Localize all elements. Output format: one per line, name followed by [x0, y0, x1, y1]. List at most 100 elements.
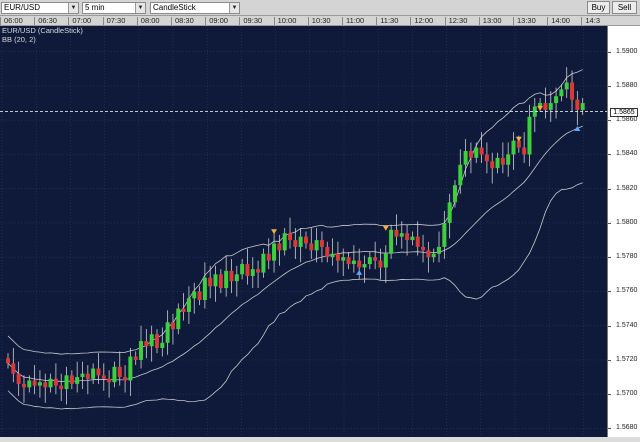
candle-body — [101, 375, 106, 379]
buy-button[interactable]: Buy — [587, 1, 610, 14]
candle-body — [224, 270, 229, 289]
candle-body — [176, 308, 181, 330]
price-tick — [608, 257, 611, 259]
price-label: 1.5720 — [616, 355, 638, 363]
candle-body — [319, 240, 324, 247]
price-tick — [608, 154, 611, 156]
candle-body — [80, 373, 85, 378]
candle-body — [133, 356, 138, 360]
time-label: 06:00 — [4, 16, 23, 25]
candle-body — [431, 253, 436, 258]
sell-button[interactable]: Sell — [612, 1, 637, 14]
candle-body — [208, 277, 213, 287]
symbol-select[interactable]: EUR/USD ▼ — [1, 2, 79, 14]
price-axis: 1.5865 1.5900 1.5880 1.5860 1.5840 1.5820 1.5… — [607, 26, 640, 437]
sell-marker-icon[interactable] — [382, 225, 389, 231]
chart-type-value: CandleStick — [153, 3, 196, 12]
price-tick — [608, 291, 611, 293]
chevron-down-icon[interactable]: ▼ — [229, 3, 239, 13]
candle-body — [186, 298, 191, 312]
sell-marker-icon[interactable] — [515, 136, 522, 142]
candle-body — [149, 334, 154, 347]
candle-body — [538, 103, 543, 107]
time-label: 10:00 — [277, 16, 297, 25]
candle-body — [69, 375, 74, 384]
time-label: 08:30 — [175, 16, 194, 25]
price-label: 1.5680 — [616, 424, 638, 432]
candle-body — [367, 257, 372, 265]
candle-body — [261, 253, 266, 273]
candle-body — [16, 373, 21, 384]
candle-body — [373, 257, 378, 261]
candle-body — [570, 82, 575, 100]
time-label: 11:30 — [380, 16, 399, 25]
price-label: 1.5760 — [616, 287, 638, 295]
price-tick — [608, 51, 611, 53]
candle-body — [474, 147, 479, 158]
candle-body — [11, 363, 16, 374]
timeframe-select[interactable]: 5 min ▼ — [82, 2, 146, 14]
candle-body — [575, 99, 580, 110]
candle-body — [410, 236, 415, 241]
chart-type-select[interactable]: CandleStick ▼ — [150, 2, 240, 14]
candle-body — [250, 269, 255, 277]
candle-body — [351, 260, 356, 265]
time-axis: 06:00 06:30 07:00 07:30 08:00 08:30 09:00 09:30… — [0, 16, 640, 26]
chart-legend: EUR/USD (CandleStick) BB (20, 2) — [2, 26, 83, 44]
time-tick — [205, 17, 207, 25]
candle-body — [123, 377, 128, 381]
price-tick — [608, 188, 611, 190]
price-chart[interactable] — [0, 26, 607, 437]
time-tick — [0, 17, 1, 25]
time-label: 09:00 — [209, 16, 228, 25]
candle-body — [91, 368, 96, 379]
candle-body — [32, 380, 37, 386]
candle-body — [463, 151, 468, 165]
candle-body — [516, 140, 521, 148]
candle-body — [85, 373, 90, 379]
candle-body — [218, 274, 223, 289]
candle-body — [500, 157, 505, 165]
bb-upper — [7, 69, 583, 355]
price-label: 1.5780 — [616, 253, 638, 261]
candle-body — [495, 157, 500, 169]
candle-body — [139, 341, 144, 360]
buy-marker-icon[interactable] — [574, 126, 581, 132]
candle-body — [298, 236, 303, 247]
time-tick — [171, 17, 172, 25]
chevron-down-icon[interactable]: ▼ — [68, 3, 78, 13]
candle-body — [240, 264, 245, 275]
time-label: 12:30 — [448, 16, 468, 25]
candle-body — [43, 382, 48, 388]
candle-body — [37, 382, 42, 386]
sell-marker-icon[interactable] — [271, 229, 278, 235]
price-tick — [608, 428, 611, 430]
time-tick — [478, 17, 480, 25]
candle-body — [160, 342, 165, 348]
candlestick-chart — [0, 26, 607, 437]
candle-body — [357, 260, 362, 268]
candle-body — [309, 243, 314, 251]
price-label: 1.5860 — [616, 116, 638, 124]
candle-body — [170, 322, 175, 330]
time-tick — [444, 17, 446, 25]
candle-body — [229, 270, 234, 282]
time-label: 07:30 — [106, 16, 126, 25]
candle-body — [27, 380, 32, 388]
candle-body — [272, 243, 277, 261]
time-label: 12:00 — [414, 16, 434, 25]
candle-body — [346, 257, 351, 265]
sell-marker-icon[interactable] — [537, 105, 544, 111]
candle-body — [48, 378, 53, 388]
chevron-down-icon[interactable]: ▼ — [135, 3, 145, 13]
candle-body — [362, 264, 367, 268]
price-tick — [608, 394, 611, 396]
time-tick — [342, 17, 343, 25]
candle-body — [452, 185, 457, 203]
candle-body — [399, 233, 404, 237]
candle-body — [59, 385, 64, 390]
candle-body — [543, 103, 548, 110]
time-label: 06:30 — [38, 16, 57, 25]
timeframe-value: 5 min — [85, 3, 105, 12]
buy-marker-icon[interactable] — [356, 269, 363, 275]
